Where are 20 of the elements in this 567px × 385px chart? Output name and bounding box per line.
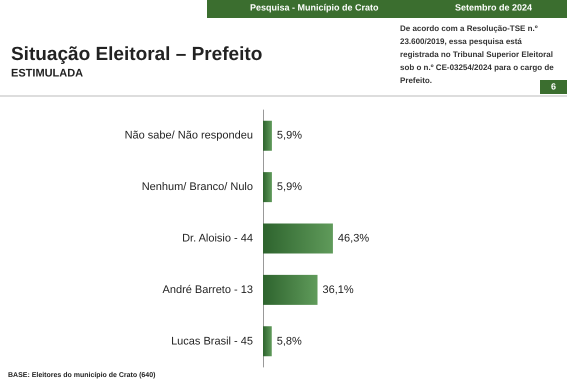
text: Setembro de 2024 (455, 2, 532, 12)
data-label: 36,1% (322, 284, 354, 296)
y-tick-label: Nenhum/ Branco/ Nulo (142, 181, 253, 194)
chart-title: Situação Eleitoral – Prefeito (11, 44, 262, 65)
y-tick-label: André Barreto - 13 (162, 284, 253, 296)
bar (263, 172, 272, 202)
bar (263, 274, 318, 305)
data-label: 5,9% (276, 130, 302, 142)
text: 6 (551, 82, 556, 92)
text: ESTIMULADA (11, 68, 84, 80)
text: Pesquisa - Município de Crato (250, 2, 380, 12)
data-label: 46,3% (338, 232, 370, 244)
y-tick-label: Dr. Aloisio - 44 (182, 232, 253, 244)
y-tick-label: Lucas Brasil - 45 (171, 335, 253, 348)
y-tick-label: Não sabe/ Não respondeu (124, 130, 253, 142)
data-label: 5,9% (276, 181, 302, 194)
data-label: 5,8% (276, 335, 302, 348)
bar (263, 326, 272, 356)
bar (263, 224, 333, 254)
bar (263, 120, 272, 151)
